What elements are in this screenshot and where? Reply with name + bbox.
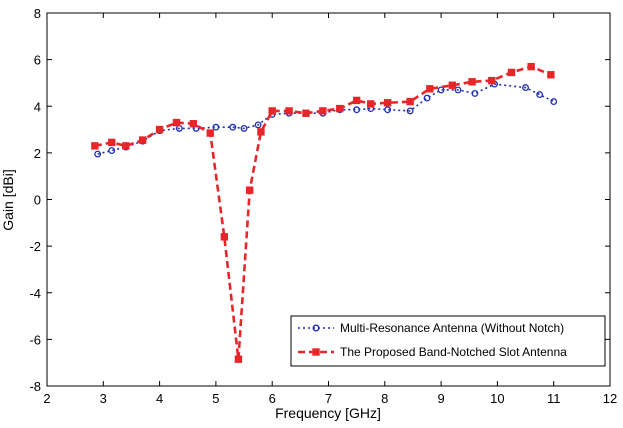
series-2-point: [336, 104, 344, 113]
x-tick-label: 11: [547, 391, 561, 406]
series-2-point: [220, 233, 229, 241]
x-tick-label: 4: [156, 391, 163, 406]
series-2-point: [547, 71, 555, 79]
series-2-point: [406, 97, 414, 106]
series-2-line: [94, 65, 552, 360]
y-tick-label: 0: [34, 193, 41, 208]
series-2-point: [426, 85, 434, 93]
series-2-point: [352, 96, 361, 105]
series-1-point: [212, 123, 220, 131]
series-1-point: [471, 89, 479, 97]
legend-item-2: The Proposed Band-Notched Slot Antenna: [298, 345, 567, 359]
series-2-point: [383, 99, 392, 107]
series-2-point: [206, 129, 214, 137]
legend-label: The Proposed Band-Notched Slot Antenna: [340, 345, 567, 359]
x-axis: 2 3 4 5 6 7 8 9 10 11 12: [43, 13, 617, 406]
series-1-point: [536, 91, 544, 99]
y-axis-title: Gain [dBi]: [0, 169, 16, 230]
series-1-point: [229, 123, 237, 131]
x-tick-label: 9: [437, 391, 444, 406]
x-tick-label: 6: [269, 391, 276, 406]
x-tick-label: 2: [43, 391, 50, 406]
series-1-point: [454, 86, 462, 94]
series-1-point: [240, 124, 248, 132]
series-2-point: [189, 120, 198, 128]
legend-box: [290, 315, 606, 367]
series-1-point: [384, 106, 392, 114]
legend-item-1: Multi-Resonance Antenna (Without Notch): [298, 321, 564, 335]
series-2-point: [367, 100, 375, 108]
y-tick-label: -4: [29, 286, 41, 301]
legend-swatch-marker: [312, 348, 320, 356]
series-2-point: [108, 138, 116, 147]
series-1-point: [406, 107, 414, 115]
y-axis: -8 -6 -4 -2 0 2 4 6 8: [29, 6, 610, 394]
series-layer: [91, 62, 558, 363]
y-tick-label: -2: [29, 239, 41, 254]
x-tick-label: 3: [100, 391, 107, 406]
series-2-point: [155, 125, 164, 134]
series-2-point: [448, 81, 457, 89]
x-tick-label: 8: [381, 391, 388, 406]
series-1-line: [97, 83, 555, 155]
series-2-point: [507, 68, 516, 77]
series-1-point: [94, 150, 102, 158]
series-1-point: [550, 98, 558, 106]
series-2-point: [234, 355, 243, 363]
series-2-point: [285, 107, 293, 115]
series-2-point: [268, 107, 276, 115]
y-tick-label: 6: [34, 53, 41, 68]
series-2-point: [91, 142, 99, 150]
x-tick-label: 7: [325, 391, 332, 406]
legend-swatch-marker: [312, 324, 320, 332]
series-1-point: [254, 121, 262, 129]
series-2-point: [488, 76, 496, 85]
series-2-point: [245, 186, 254, 194]
series-2-point: [122, 142, 130, 150]
legend-label: Multi-Resonance Antenna (Without Notch): [340, 321, 564, 335]
series-1-point: [437, 86, 445, 94]
series-1-point: [423, 94, 431, 102]
series-1-point: [108, 147, 116, 154]
y-tick-label: 4: [34, 99, 41, 114]
series-2-point: [302, 109, 310, 117]
series-2-point: [319, 107, 327, 115]
series-2: [91, 62, 555, 363]
x-axis-title: Frequency [GHz]: [275, 405, 381, 421]
x-tick-label: 10: [490, 391, 504, 406]
series-2-point: [527, 62, 535, 71]
x-tick-label: 12: [603, 391, 617, 406]
series-1-point: [522, 84, 529, 92]
series-2-point: [257, 128, 265, 136]
y-tick-label: 8: [34, 6, 41, 21]
series-1-point: [353, 106, 361, 114]
series-2-point: [172, 118, 181, 127]
y-tick-label: -8: [29, 379, 41, 394]
series-2-point: [468, 78, 476, 86]
series-2-point: [139, 136, 147, 144]
legend: Multi-Resonance Antenna (Without Notch) T…: [290, 315, 606, 367]
y-tick-label: -6: [29, 332, 41, 347]
x-tick-label: 5: [212, 391, 219, 406]
y-tick-label: 2: [34, 146, 41, 161]
